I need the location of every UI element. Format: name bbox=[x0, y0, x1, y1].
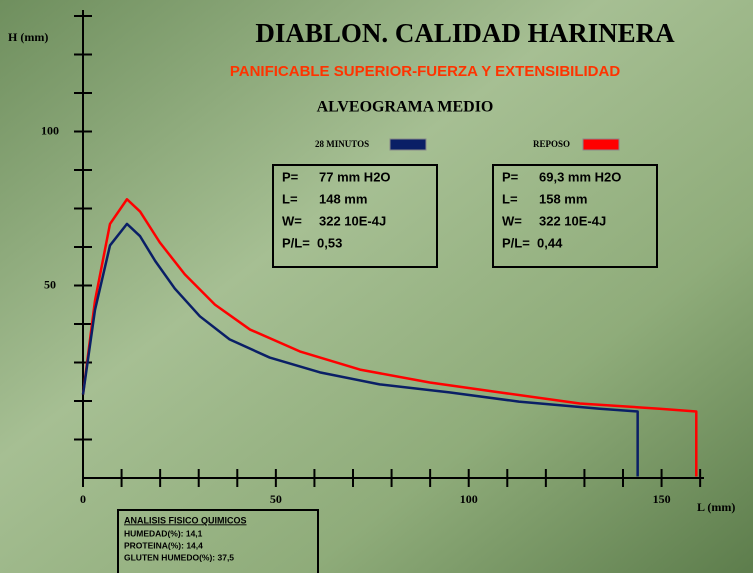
x-tick-label: 100 bbox=[460, 492, 478, 506]
legend-label: 28 MINUTOS bbox=[315, 139, 369, 149]
y-axis-label: H (mm) bbox=[8, 30, 48, 44]
info-key: P/L= bbox=[502, 235, 530, 250]
subtitle: PANIFICABLE SUPERIOR-FUERZA Y EXTENSIBIL… bbox=[230, 63, 620, 80]
info-value: 0,53 bbox=[317, 235, 342, 250]
analysis-line: GLUTEN HUMEDO(%): 37,5 bbox=[124, 552, 234, 562]
background bbox=[0, 0, 753, 573]
info-key: W= bbox=[502, 213, 522, 228]
info-key: W= bbox=[282, 213, 302, 228]
info-key: L= bbox=[502, 191, 518, 206]
info-value: 322 10E-4J bbox=[539, 213, 606, 228]
info-value: 69,3 mm H2O bbox=[539, 169, 621, 184]
legend-swatch bbox=[583, 139, 619, 150]
analysis-title: ANALISIS FISICO QUIMICOS bbox=[124, 515, 247, 525]
y-tick-label: 100 bbox=[41, 123, 59, 137]
chart-title: DIABLON. CALIDAD HARINERA bbox=[255, 18, 675, 48]
info-value: 158 mm bbox=[539, 191, 587, 206]
info-key: P= bbox=[502, 169, 519, 184]
x-tick-label: 150 bbox=[653, 492, 671, 506]
legend-swatch bbox=[390, 139, 426, 150]
x-axis-label: L (mm) bbox=[697, 500, 735, 514]
info-key: P/L= bbox=[282, 235, 310, 250]
info-value: 148 mm bbox=[319, 191, 367, 206]
analysis-line: PROTEINA(%): 14,4 bbox=[124, 540, 203, 550]
x-tick-label: 0 bbox=[80, 492, 86, 506]
info-key: P= bbox=[282, 169, 299, 184]
info-value: 322 10E-4J bbox=[319, 213, 386, 228]
analysis-line: HUMEDAD(%): 14,1 bbox=[124, 528, 203, 538]
heading: ALVEOGRAMA MEDIO bbox=[317, 99, 494, 116]
info-value: 0,44 bbox=[537, 235, 563, 250]
chart: DIABLON. CALIDAD HARINERA PANIFICABLE SU… bbox=[0, 0, 753, 573]
legend-label: REPOSO bbox=[533, 139, 570, 149]
x-tick-label: 50 bbox=[270, 492, 282, 506]
info-key: L= bbox=[282, 191, 298, 206]
info-value: 77 mm H2O bbox=[319, 169, 391, 184]
y-tick-label: 50 bbox=[44, 277, 56, 291]
